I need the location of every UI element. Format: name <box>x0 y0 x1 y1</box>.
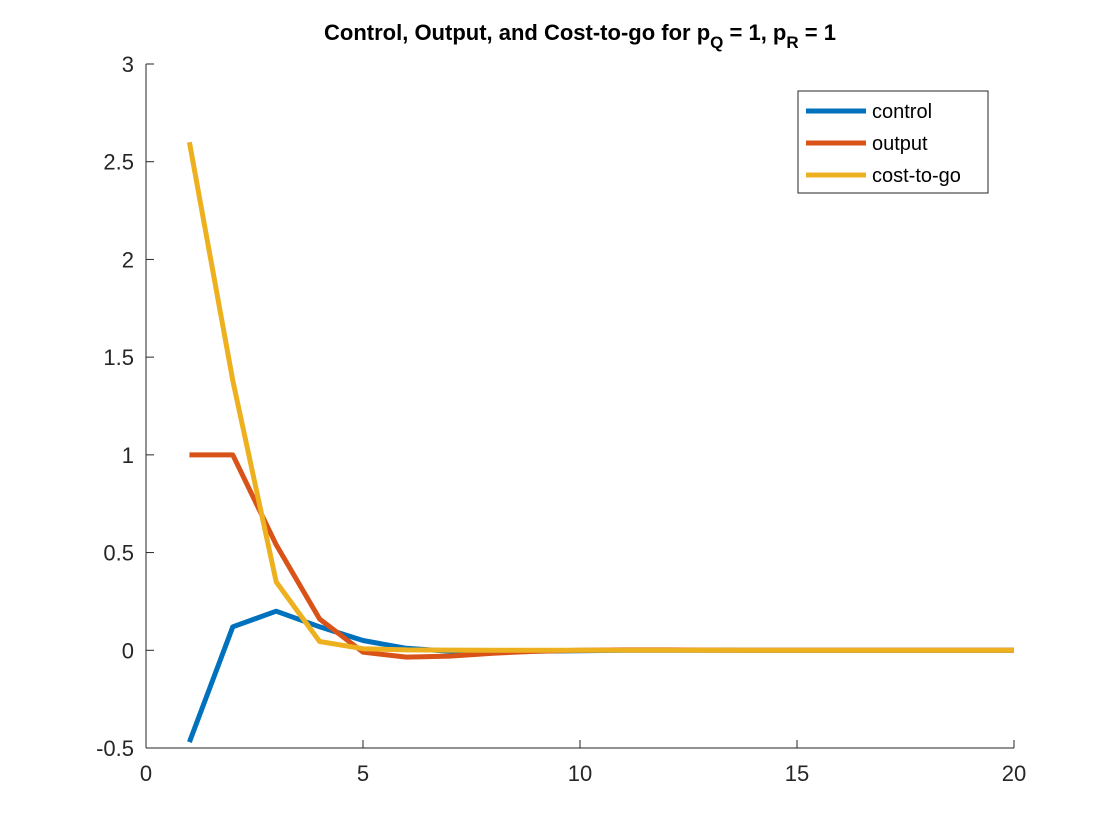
x-tick-label: 15 <box>785 761 809 786</box>
x-tick-label: 0 <box>140 761 152 786</box>
y-tick-label: 1.5 <box>103 345 134 370</box>
y-ticks: -0.5 0 0.5 1 1.5 2 2.5 3 <box>96 52 154 761</box>
x-ticks: 0 5 10 15 20 <box>140 740 1026 786</box>
legend-label-output: output <box>872 133 928 155</box>
y-tick-label: 0.5 <box>103 541 134 566</box>
x-tick-label: 10 <box>568 761 592 786</box>
y-tick-label: -0.5 <box>96 736 134 761</box>
y-tick-label: 2 <box>122 247 134 272</box>
x-tick-label: 5 <box>357 761 369 786</box>
x-tick-label: 20 <box>1002 761 1026 786</box>
y-tick-label: 2.5 <box>103 150 134 175</box>
y-tick-label: 0 <box>122 638 134 663</box>
series-line-cost-to-go <box>186 141 1014 653</box>
legend-label-cost-to-go: cost-to-go <box>872 165 961 187</box>
legend-label-control: control <box>872 101 932 123</box>
plot-lines <box>186 141 1014 743</box>
chart-title: Control, Output, and Cost-to-go for pQ =… <box>324 20 836 52</box>
y-tick-label: 1 <box>122 443 134 468</box>
y-tick-label: 3 <box>122 52 134 77</box>
legend: control output cost-to-go <box>797 90 989 194</box>
axes: 0 5 10 15 20 -0.500.511.522.53 <box>96 52 1026 786</box>
